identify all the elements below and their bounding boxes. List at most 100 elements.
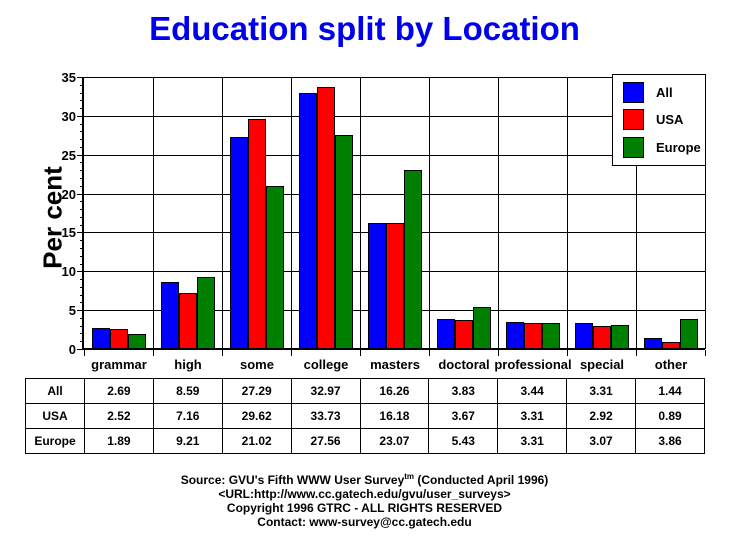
- x-category-label: masters: [370, 357, 420, 372]
- x-tick: [567, 350, 568, 356]
- bar-all-special: [575, 323, 593, 349]
- table-row-label: USA: [25, 403, 85, 429]
- category-gridline: [636, 77, 637, 349]
- y-gridline: [84, 194, 705, 195]
- y-major-tick: [77, 77, 84, 78]
- bar-usa-doctoral: [455, 320, 473, 349]
- x-tick: [429, 350, 430, 356]
- table-row-label: Europe: [25, 428, 85, 454]
- footer: Source: GVU's Fifth WWW User Surveytm (C…: [0, 470, 729, 529]
- bar-usa-grammar: [110, 329, 128, 349]
- bar-usa-professional: [524, 323, 542, 349]
- bar-usa-some: [248, 119, 266, 349]
- legend-swatch-usa: [623, 109, 644, 131]
- bar-europe-professional: [542, 323, 560, 349]
- table-cell: 2.52: [84, 403, 154, 429]
- bar-europe-special: [611, 325, 629, 349]
- footer-source-suffix: (Conducted April 1996): [414, 473, 549, 487]
- x-category-label: high: [174, 357, 202, 372]
- table-cell: 21.02: [221, 428, 292, 454]
- y-major-tick: [77, 271, 84, 272]
- data-table: All 2.69 8.59 27.29 32.97 16.26 3.83 3.44 3.31 1.…: [25, 378, 705, 454]
- legend-label: Europe: [656, 139, 701, 155]
- table-cell: 1.44: [635, 378, 705, 404]
- y-tick-label: 30: [61, 109, 76, 124]
- table-cell: 0.89: [635, 403, 705, 429]
- table-cell: 3.07: [566, 428, 636, 454]
- footer-url-line: <URL:http://www.cc.gatech.edu/gvu/user_s…: [218, 487, 511, 501]
- x-tick: [153, 350, 154, 356]
- table-cell: 7.16: [152, 403, 223, 429]
- table-cell: 29.62: [221, 403, 292, 429]
- bar-all-grammar: [92, 328, 110, 349]
- y-major-tick: [77, 310, 84, 311]
- legend-swatch-europe: [623, 136, 644, 158]
- y-gridline: [84, 116, 705, 117]
- y-tick-label: 15: [61, 225, 76, 240]
- table-cell: 8.59: [152, 378, 223, 404]
- x-tick: [84, 350, 85, 356]
- y-gridline: [84, 155, 705, 156]
- table-row-label: All: [25, 378, 85, 404]
- table-cell: 3.67: [428, 403, 499, 429]
- table-cell: 9.21: [152, 428, 223, 454]
- x-category-label: other: [654, 357, 688, 372]
- bar-all-masters: [368, 223, 386, 349]
- bar-all-college: [299, 93, 317, 349]
- table-cell: 3.86: [635, 428, 705, 454]
- y-tick-label: 25: [61, 148, 76, 163]
- legend-swatch-all: [623, 82, 644, 104]
- x-axis-line: [82, 348, 705, 350]
- legend-entry-europe: Europe: [623, 136, 705, 158]
- bar-all-high: [161, 282, 179, 349]
- bar-europe-masters: [404, 170, 422, 349]
- footer-copyright-line: Copyright 1996 GTRC - ALL RIGHTS RESERVE…: [226, 501, 503, 515]
- y-tick-label: 35: [61, 70, 76, 85]
- bar-all-doctoral: [437, 319, 455, 349]
- footer-source-superscript: tm: [404, 472, 415, 481]
- x-category-label: college: [303, 357, 349, 372]
- category-gridline: [153, 77, 154, 349]
- table-cell: 3.31: [566, 378, 636, 404]
- table-row-europe: Europe 1.89 9.21 21.02 27.56 23.07 5.43 3.31 3.0…: [25, 428, 705, 454]
- bar-europe-other: [680, 319, 698, 349]
- y-major-tick: [77, 349, 84, 350]
- x-tick: [291, 350, 292, 356]
- category-gridline: [705, 77, 706, 349]
- table-row-usa: USA 2.52 7.16 29.62 33.73 16.18 3.67 3.31 2.92 0.…: [25, 403, 705, 429]
- x-tick: [705, 350, 706, 356]
- x-tick: [636, 350, 637, 356]
- table-cell: 23.07: [359, 428, 430, 454]
- bar-europe-grammar: [128, 334, 146, 349]
- x-category-label: grammar: [91, 357, 147, 372]
- category-gridline: [498, 77, 499, 349]
- table-cell: 5.43: [428, 428, 499, 454]
- table-cell: 1.89: [84, 428, 154, 454]
- footer-contact-line: Contact: www-survey@cc.gatech.edu: [257, 515, 472, 529]
- table-cell: 27.56: [290, 428, 361, 454]
- legend-label: All: [656, 85, 673, 101]
- legend: All USA Europe: [612, 74, 706, 166]
- bar-all-professional: [506, 322, 524, 349]
- bar-usa-college: [317, 87, 335, 349]
- bar-usa-high: [179, 293, 197, 349]
- bar-all-some: [230, 137, 248, 349]
- y-tick-label: 5: [68, 303, 76, 318]
- legend-entry-all: All: [623, 82, 705, 104]
- y-tick-label: 0: [68, 342, 76, 357]
- y-tick-label: 20: [61, 187, 76, 202]
- x-category-label: special: [579, 357, 625, 372]
- y-tick-label: 10: [61, 264, 76, 279]
- category-gridline: [567, 77, 568, 349]
- table-cell: 3.44: [497, 378, 568, 404]
- bar-europe-high: [197, 277, 215, 349]
- y-major-tick: [77, 232, 84, 233]
- footer-source-prefix: Source: GVU's Fifth WWW User Survey: [180, 473, 405, 487]
- y-major-tick: [77, 155, 84, 156]
- legend-label: USA: [656, 112, 684, 128]
- x-tick: [498, 350, 499, 356]
- table-cell: 33.73: [290, 403, 361, 429]
- bar-europe-college: [335, 135, 353, 349]
- table-cell: 3.31: [497, 428, 568, 454]
- table-cell: 32.97: [290, 378, 361, 404]
